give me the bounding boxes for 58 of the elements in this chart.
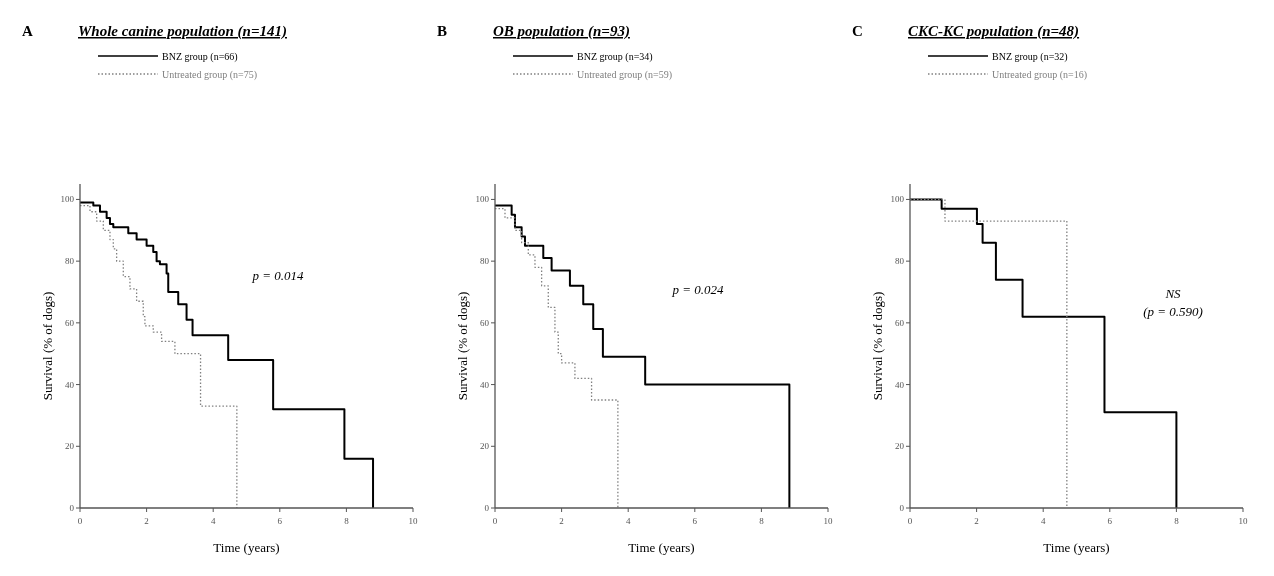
y-tick-label: 60: [480, 317, 490, 328]
annotation: p = 0.014: [251, 268, 305, 283]
text: Untreated group (n=59): [577, 69, 673, 81]
annotation: p = 0.024: [671, 282, 725, 297]
y-tick-label: 40: [65, 379, 75, 390]
y-axis-title: Survival (% of dogs): [870, 291, 885, 401]
y-tick-label: 80: [65, 256, 75, 267]
y-tick-label: 0: [69, 503, 75, 513]
y-tick-label: 40: [895, 379, 905, 390]
annotation: NS: [1164, 286, 1182, 301]
x-tick-label: 2: [559, 516, 564, 526]
text: Untreated group (n=75): [162, 69, 258, 81]
x-tick-label: 6: [692, 516, 698, 526]
y-tick-label: 100: [475, 194, 490, 205]
x-tick-label: 10: [408, 516, 418, 526]
y-tick-label: 0: [484, 503, 490, 513]
y-axis-title: Survival (% of dogs): [455, 291, 470, 401]
x-tick-label: 8: [1174, 516, 1180, 526]
x-tick-label: 4: [1040, 516, 1046, 526]
chart-title: CKC-KC population (n=48): [908, 23, 1080, 40]
annotation: (p = 0.590): [1143, 304, 1203, 319]
text: Untreated group (n=16): [992, 69, 1088, 81]
y-axis-title: Survival (% of dogs): [40, 291, 55, 401]
x-tick-label: 4: [625, 516, 631, 526]
y-tick-label: 20: [895, 441, 905, 452]
x-axis-title: Time (years): [1043, 540, 1110, 555]
x-tick-label: 10: [1238, 516, 1248, 526]
x-axis-title: Time (years): [628, 540, 695, 555]
x-tick-label: 4: [210, 516, 216, 526]
chart-title: OB population (n=93): [493, 23, 630, 40]
x-tick-label: 0: [492, 516, 498, 526]
x-tick-label: 8: [344, 516, 350, 526]
y-tick-label: 100: [890, 194, 905, 205]
y-tick-label: 60: [895, 317, 905, 328]
x-tick-label: 6: [277, 516, 283, 526]
x-tick-label: 0: [907, 516, 913, 526]
y-tick-label: 20: [65, 441, 75, 452]
text: A: [22, 23, 33, 39]
x-tick-label: 2: [144, 516, 149, 526]
text: BNZ group (n=66): [162, 51, 238, 63]
y-tick-label: 40: [480, 379, 490, 390]
x-tick-label: 2: [974, 516, 979, 526]
y-tick-label: 100: [60, 194, 75, 205]
x-tick-label: 6: [1107, 516, 1113, 526]
y-tick-label: 80: [480, 256, 490, 267]
text: BNZ group (n=32): [992, 51, 1068, 63]
text: C: [852, 23, 863, 39]
x-tick-label: 8: [759, 516, 765, 526]
text: B: [437, 23, 448, 39]
y-tick-label: 20: [480, 441, 490, 452]
y-tick-label: 0: [899, 503, 905, 513]
x-axis-title: Time (years): [213, 540, 280, 555]
text: BNZ group (n=34): [577, 51, 653, 63]
x-tick-label: 10: [823, 516, 833, 526]
x-tick-label: 0: [77, 516, 83, 526]
y-tick-label: 80: [895, 256, 905, 267]
y-tick-label: 60: [65, 317, 75, 328]
chart-title: Whole canine population (n=141): [78, 23, 287, 40]
